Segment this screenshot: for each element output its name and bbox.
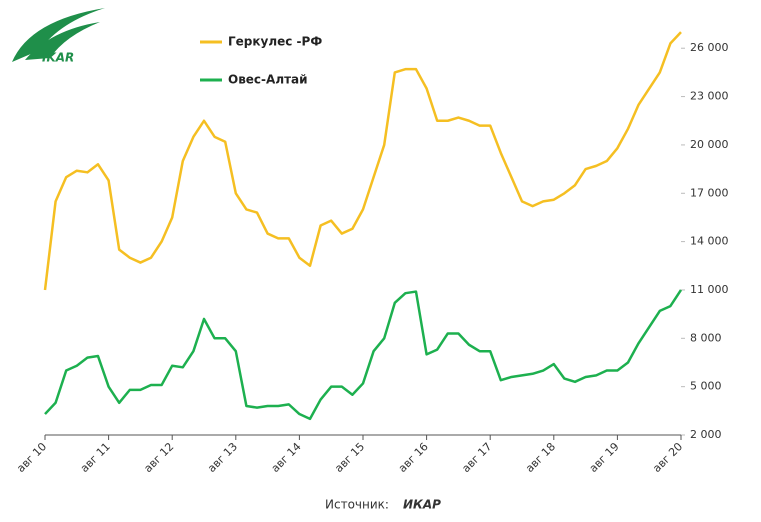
legend-label: Геркулес -РФ [228, 35, 322, 49]
series-line [43, 31, 682, 291]
x-tick-label: авг 16 [396, 440, 431, 475]
series-line [44, 289, 683, 421]
y-tick-label: 8 000 [690, 331, 722, 344]
x-tick-label: авг 19 [587, 440, 622, 475]
y-tick-label: 11 000 [690, 283, 729, 296]
x-tick-label: авг 14 [269, 440, 304, 475]
x-tick-label: авг 15 [332, 440, 367, 475]
logo-text: IKAR [42, 51, 74, 65]
y-tick-label: 2 000 [690, 428, 722, 441]
x-tick-label: авг 17 [459, 440, 494, 475]
x-tick-label: авг 10 [14, 440, 49, 475]
x-tick-label: авг 18 [523, 440, 558, 475]
y-tick-label: 23 000 [690, 90, 729, 103]
y-tick-label: 17 000 [690, 186, 729, 199]
logo: IKAR [12, 8, 105, 65]
legend-label: Овес-Алтай [228, 73, 308, 87]
y-tick-label: 14 000 [690, 235, 729, 248]
x-tick-label: авг 13 [205, 440, 240, 475]
logo-wing [12, 8, 105, 62]
x-tick-label: авг 20 [650, 440, 685, 475]
y-tick-label: 26 000 [690, 41, 729, 54]
y-tick-label: 20 000 [690, 138, 729, 151]
logo-wing [25, 22, 100, 60]
source-label: Источник: [325, 498, 389, 512]
source-name: ИКАР [403, 498, 441, 512]
y-tick-label: 5 000 [690, 380, 722, 393]
x-tick-label: авг 11 [78, 440, 113, 475]
x-tick-label: авг 12 [141, 440, 176, 475]
